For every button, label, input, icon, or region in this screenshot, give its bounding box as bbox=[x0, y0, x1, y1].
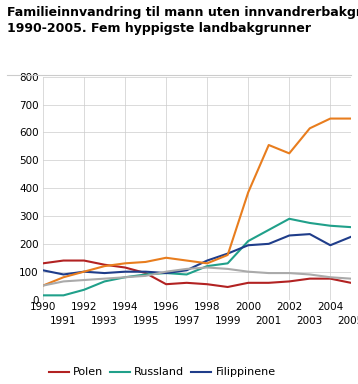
Russland bbox=[287, 217, 291, 221]
Polen bbox=[164, 282, 168, 286]
Thailand bbox=[226, 253, 230, 257]
Text: 2005: 2005 bbox=[338, 316, 358, 326]
Thailand bbox=[267, 143, 271, 147]
USA bbox=[102, 276, 107, 281]
Text: 1993: 1993 bbox=[91, 316, 118, 326]
Text: 1995: 1995 bbox=[132, 316, 159, 326]
Polen bbox=[328, 276, 333, 281]
USA bbox=[349, 276, 353, 281]
Polen bbox=[246, 280, 250, 285]
Polen bbox=[267, 280, 271, 285]
Filippinene bbox=[226, 251, 230, 256]
Polen bbox=[184, 280, 189, 285]
Russland bbox=[328, 223, 333, 228]
Line: USA: USA bbox=[43, 268, 351, 286]
Russland bbox=[226, 261, 230, 266]
Thailand bbox=[123, 261, 127, 266]
Thailand bbox=[184, 258, 189, 263]
Filippinene bbox=[61, 272, 66, 277]
Russland bbox=[41, 293, 45, 298]
Filippinene bbox=[308, 232, 312, 237]
Filippinene bbox=[349, 235, 353, 239]
Polen bbox=[226, 285, 230, 289]
Thailand bbox=[82, 270, 86, 274]
USA bbox=[267, 271, 271, 275]
Thailand bbox=[246, 190, 250, 195]
Polen bbox=[205, 282, 209, 286]
Text: 2003: 2003 bbox=[297, 316, 323, 326]
Filippinene bbox=[287, 233, 291, 238]
Russland bbox=[144, 272, 148, 277]
Line: Russland: Russland bbox=[43, 219, 351, 295]
Russland bbox=[102, 279, 107, 284]
USA bbox=[144, 273, 148, 278]
Thailand bbox=[205, 261, 209, 266]
USA bbox=[246, 270, 250, 274]
Thailand bbox=[308, 126, 312, 131]
Russland bbox=[246, 239, 250, 243]
Thailand bbox=[41, 283, 45, 288]
Line: Filippinene: Filippinene bbox=[43, 234, 351, 275]
USA bbox=[82, 278, 86, 282]
USA bbox=[226, 266, 230, 271]
Filippinene bbox=[164, 271, 168, 275]
Text: 1997: 1997 bbox=[173, 316, 200, 326]
Polen bbox=[144, 271, 148, 275]
Filippinene bbox=[41, 268, 45, 273]
Russland bbox=[349, 225, 353, 230]
Text: 1991: 1991 bbox=[50, 316, 77, 326]
USA bbox=[41, 283, 45, 288]
Russland bbox=[82, 288, 86, 292]
Russland bbox=[308, 221, 312, 225]
Filippinene bbox=[123, 270, 127, 274]
USA bbox=[328, 275, 333, 280]
USA bbox=[184, 266, 189, 271]
USA bbox=[123, 275, 127, 280]
Polen bbox=[287, 279, 291, 284]
Filippinene bbox=[246, 243, 250, 248]
Polen bbox=[308, 276, 312, 281]
Line: Polen: Polen bbox=[43, 260, 351, 287]
Line: Thailand: Thailand bbox=[43, 119, 351, 286]
Filippinene bbox=[102, 271, 107, 275]
Thailand bbox=[328, 116, 333, 121]
Polen bbox=[349, 280, 353, 285]
Thailand bbox=[61, 275, 66, 280]
Filippinene bbox=[82, 270, 86, 274]
Polen bbox=[41, 261, 45, 266]
Thailand bbox=[287, 151, 291, 156]
USA bbox=[205, 265, 209, 270]
Russland bbox=[164, 271, 168, 275]
Filippinene bbox=[328, 243, 333, 248]
Polen bbox=[82, 258, 86, 263]
Filippinene bbox=[184, 268, 189, 273]
USA bbox=[61, 279, 66, 284]
Polen bbox=[61, 258, 66, 263]
Russland bbox=[123, 275, 127, 280]
USA bbox=[287, 271, 291, 275]
USA bbox=[308, 272, 312, 277]
Text: 2001: 2001 bbox=[256, 316, 282, 326]
Polen bbox=[102, 262, 107, 267]
Thailand bbox=[164, 255, 168, 260]
Russland bbox=[184, 272, 189, 277]
USA bbox=[164, 270, 168, 274]
Thailand bbox=[349, 116, 353, 121]
Polen bbox=[123, 265, 127, 270]
Filippinene bbox=[267, 242, 271, 246]
Russland bbox=[267, 228, 271, 232]
Thailand bbox=[102, 264, 107, 268]
Russland bbox=[205, 264, 209, 268]
Text: Familieinnvandring til mann uten innvandrerbakgrunn.
1990-2005. Fem hyppigste la: Familieinnvandring til mann uten innvand… bbox=[7, 6, 358, 35]
Filippinene bbox=[205, 258, 209, 263]
Filippinene bbox=[144, 270, 148, 274]
Russland bbox=[61, 293, 66, 298]
Thailand bbox=[144, 260, 148, 264]
Text: 1999: 1999 bbox=[214, 316, 241, 326]
